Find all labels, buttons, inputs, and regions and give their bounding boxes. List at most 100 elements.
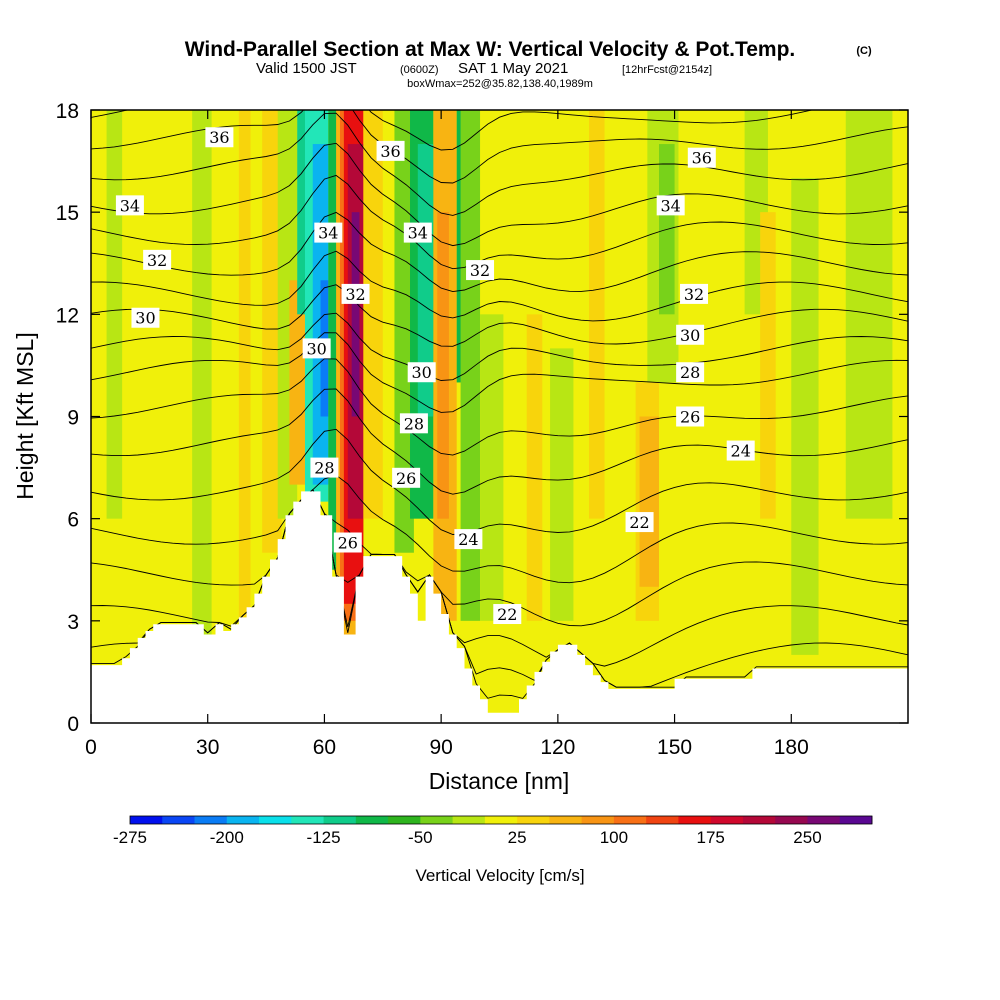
contour-label-bg <box>454 529 483 550</box>
contour-label: 34 <box>656 195 685 216</box>
colorbar-swatch <box>291 816 324 824</box>
contour-label: 32 <box>341 283 370 304</box>
theta-contour-line <box>91 312 908 381</box>
valid-time-line: Valid 1500 JST (0600Z) SAT 1 May 2021 [1… <box>256 60 712 77</box>
theta-contour-line <box>91 174 908 270</box>
theta-contour-line <box>91 488 908 667</box>
colorbar-swatch <box>162 816 195 824</box>
colorbar-swatch <box>807 816 841 824</box>
x-tick-label: 120 <box>540 736 575 759</box>
velocity-band <box>238 110 251 621</box>
contour-label-bg <box>143 249 172 270</box>
colorbar-tick-label: -50 <box>408 828 433 847</box>
y-tick-label: 3 <box>67 611 79 634</box>
contour-label-bg <box>656 195 685 216</box>
contour-label-bg <box>493 604 522 625</box>
velocity-band <box>845 110 893 519</box>
colorbar-swatch <box>678 816 712 824</box>
contour-label: 30 <box>302 338 331 359</box>
contour-label: 32 <box>466 260 495 281</box>
box-wmax-info: boxWmax=252@35.82,138.40,1989m <box>407 78 593 90</box>
contour-label-bg <box>314 222 343 243</box>
contour-label-text: 34 <box>120 196 140 215</box>
contour-label: 24 <box>726 440 755 461</box>
contour-label: 34 <box>115 195 144 216</box>
colorbar-tick-label: 100 <box>600 828 628 847</box>
contour-label-text: 32 <box>684 285 704 304</box>
velocity-band <box>192 110 212 638</box>
contour-label-bg <box>115 195 144 216</box>
contour-label-text: 22 <box>629 513 649 532</box>
contour-label-bg <box>676 406 705 427</box>
contour-label-text: 26 <box>396 469 416 488</box>
contour-label-text: 28 <box>680 363 700 382</box>
colorbar-tick-label: 250 <box>793 828 821 847</box>
colorbar-swatch <box>484 816 518 824</box>
contour-label-text: 34 <box>408 224 428 243</box>
contour-label-text: 36 <box>692 149 712 168</box>
contour-label-text: 22 <box>497 605 517 624</box>
colorbar-swatch <box>775 816 808 824</box>
contour-label-text: 32 <box>147 251 167 270</box>
y-tick-label: 18 <box>56 100 79 123</box>
colorbar-swatch <box>420 816 454 824</box>
colorbar-swatch <box>452 816 486 824</box>
contour-label-text: 32 <box>470 261 490 280</box>
velocity-band <box>437 212 449 519</box>
contour-label: 30 <box>676 324 705 345</box>
contour-label-text: 26 <box>338 534 358 553</box>
y-tick-label: 0 <box>67 713 79 736</box>
y-tick-label: 6 <box>67 509 79 532</box>
theta-contour-line <box>91 110 814 151</box>
velocity-band <box>460 110 481 621</box>
y-tick-label: 15 <box>56 202 79 225</box>
x-tick-label: 150 <box>657 736 692 759</box>
velocity-band <box>106 110 123 519</box>
x-tick-label: 0 <box>85 736 97 759</box>
velocity-band <box>363 110 383 519</box>
colorbar-tick-label: -200 <box>210 828 244 847</box>
contour-label: 34 <box>314 222 343 243</box>
theta-contour-line <box>91 112 908 216</box>
theta-contour-line <box>91 358 908 456</box>
velocity-band <box>526 314 543 621</box>
contour-label-text: 30 <box>306 339 326 358</box>
theta-contour-line <box>91 110 908 184</box>
contour-label-bg <box>625 512 654 533</box>
contour-label-bg <box>205 127 234 148</box>
contour-label-bg <box>407 362 436 383</box>
y-axis-label: Height [Kft MSL] <box>12 332 38 499</box>
valid-date: SAT 1 May 2021 <box>458 60 568 77</box>
colorbar-swatch <box>355 816 389 824</box>
contour-label: 22 <box>493 604 522 625</box>
colorbar-swatch <box>388 816 421 824</box>
theta-contour-line <box>91 428 908 535</box>
colorbar-swatch <box>517 816 550 824</box>
contour-label-text: 32 <box>345 285 365 304</box>
contour-label: 28 <box>676 362 705 383</box>
contour-label: 34 <box>403 222 432 243</box>
contour-label-text: 28 <box>314 459 334 478</box>
x-axis: 0 30 60 90 120 150 180 <box>85 110 809 759</box>
contour-label: 26 <box>676 406 705 427</box>
contour-label-text: 28 <box>404 414 424 433</box>
velocity-band <box>417 144 434 417</box>
contour-labels: 36 36 36 34 34 34 34 32 32 32 32 30 30 30 30 28 28 28 26 26… <box>115 127 755 625</box>
velocity-band <box>262 110 282 553</box>
chart-title: Wind-Parallel Section at Max W: Vertical… <box>185 38 796 61</box>
colorbar-swatch <box>710 816 744 824</box>
contour-label-bg <box>403 222 432 243</box>
theta-contours <box>91 110 908 699</box>
contour-label-text: 26 <box>680 408 700 427</box>
x-axis-label: Distance [nm] <box>429 768 570 794</box>
velocity-band <box>394 110 414 553</box>
contour-label-text: 24 <box>458 530 478 549</box>
forecast-info: [12hrFcst@2154z] <box>622 64 712 76</box>
theta-contour-line <box>91 284 908 347</box>
velocity-band <box>480 314 504 621</box>
terrain-mask <box>91 491 908 723</box>
velocity-band <box>588 110 605 519</box>
velocity-band <box>289 280 305 485</box>
colorbar-tick-label: 175 <box>697 828 725 847</box>
theta-contour-line <box>91 488 908 627</box>
